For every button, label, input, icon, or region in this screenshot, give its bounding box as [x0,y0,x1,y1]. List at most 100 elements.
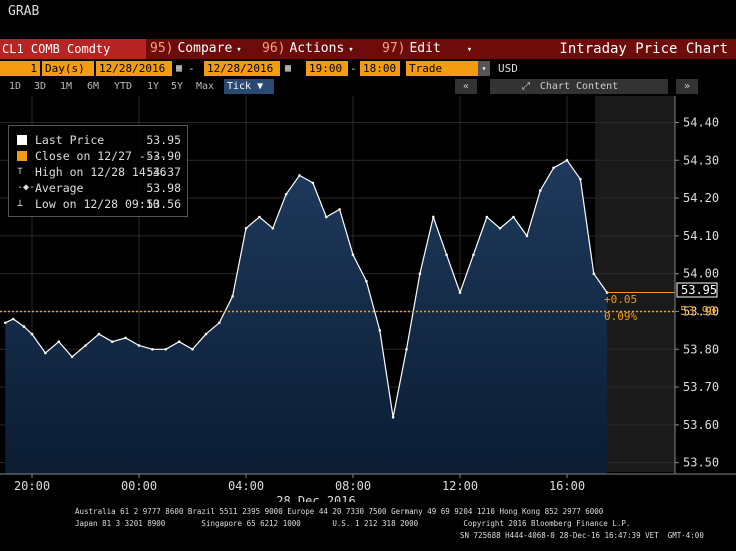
x-tick-label: 20:00 [14,479,50,493]
calendar-icon[interactable]: ▦ [175,63,183,74]
menu-bar: CL1 COMB Comdty 95) Compare ▾ 96) Actions ▾ … [0,39,736,59]
tick-select[interactable]: Tick ▼ [224,79,274,94]
x-tick-label: 16:00 [549,479,585,493]
edit-menu[interactable]: 97) Edit ▾ [382,39,472,59]
range-button-1y[interactable]: 1Y [147,81,160,92]
range-button-6m[interactable]: 6M [87,81,100,92]
price-line-path [5,159,608,418]
actions-menu-number: 96) [262,41,286,56]
change-abs-label: +0.05 [604,293,637,306]
range-button-1m[interactable]: 1M [60,81,73,92]
footer-line-1: Australia 61 2 9777 8600 Brazil 5511 239… [75,507,604,516]
legend-label: Last Price [35,133,105,147]
y-tick-label: 54.30 [683,153,719,167]
y-tick-label: 54.40 [683,115,719,129]
settings-bar: 1 Day(s) 12/28/2016 ▦ - 12/28/2016 ▦ 19:… [0,60,736,78]
x-tick-label: 08:00 [335,479,371,493]
page-title: Intraday Price Chart [559,41,728,57]
change-pct-label: 0.09% [604,310,637,323]
chevron-down-icon: ▾ [236,45,242,55]
legend-label: High on 12/28 14:36 [35,165,167,179]
high-marker-icon: ⊤ [17,166,24,177]
average-marker-icon: -◆- [17,182,36,193]
close-tag: 53.90 [680,304,716,318]
chart-content-label: Chart Content [539,81,619,92]
y-tick-label: 54.10 [683,229,719,243]
start-time-input[interactable]: 19:00 [306,61,348,76]
range-button-max[interactable]: Max [196,81,215,92]
low-marker-icon: ⊥ [17,198,24,209]
calendar-icon[interactable]: ▦ [284,63,292,74]
range-button-1d[interactable]: 1D [9,81,22,92]
edit-menu-number: 97) [382,41,406,56]
currency-label[interactable]: USD [498,62,518,75]
footer-line-3: SN 725688 H444-4068-0 28-Dec-16 16:47:39… [460,531,704,540]
y-tick-label: 53.90 [683,304,719,318]
field-select-value: Trade [409,62,443,75]
chart-legend[interactable]: Last Price 53.95 Close on 12/27 ---- 53.… [8,125,188,217]
legend-item-last-price: Last Price 53.95 [13,132,183,148]
range-bar: 1D 3D 1M 6M YTD 1Y 5Y Max Tick ▼ « ⤢ Char… [0,78,736,96]
legend-value: 53.98 [146,181,181,195]
actions-menu-label: Actions [289,41,345,56]
chevron-down-icon: ▾ [348,45,354,55]
price-area-fill [5,160,608,475]
collapse-left-icon[interactable]: « [455,79,477,94]
x-tick-label: 12:00 [442,479,478,493]
legend-item-high: ⊤ High on 12/28 14:36 54.37 [13,164,183,180]
period-value-input[interactable]: 1 [0,61,40,76]
x-tick-label: 00:00 [121,479,157,493]
legend-value: 53.90 [146,149,181,163]
date-separator: - [188,62,195,75]
close-reference [0,292,675,313]
footer: Australia 61 2 9777 8600 Brazil 5511 239… [0,507,736,551]
white-square-icon [17,135,27,145]
price-line [4,159,609,419]
orange-square-icon [17,151,27,161]
legend-label: Average [35,181,84,195]
legend-value: 54.37 [146,165,181,179]
range-button-3d[interactable]: 3D [34,81,47,92]
legend-value: 53.95 [146,133,181,147]
legend-value: 53.56 [146,197,181,211]
price-area [5,160,608,475]
edit-menu-label: Edit [409,41,441,56]
legend-label: Low on 12/28 09:10 [35,197,160,211]
y-axis-ticks: 54.40 54.30 54.20 54.10 54.00 53.90 53.80 53.70… [675,115,719,470]
end-time-input[interactable]: 18:00 [360,61,400,76]
expand-icon: ⤢ [522,81,530,92]
y-tick-label: 53.60 [683,418,719,432]
range-button-ytd[interactable]: YTD [114,81,133,92]
x-tick-label: 04:00 [228,479,264,493]
chevron-down-icon: ▼ [257,81,264,92]
compare-menu[interactable]: 95) Compare ▾ [150,39,242,59]
last-price-tag: 53.95 [681,283,717,297]
window-title: GRAB [8,4,40,19]
start-date-input[interactable]: 12/28/2016 [96,61,172,76]
actions-menu[interactable]: 96) Actions ▾ [262,39,354,59]
y-tick-label: 54.00 [683,267,719,281]
legend-item-low: ⊥ Low on 12/28 09:10 53.56 [13,196,183,212]
y-tick-label: 53.80 [683,342,719,356]
legend-label: Close on 12/27 ---- [35,149,167,163]
compare-menu-label: Compare [177,41,233,56]
footer-line-2: Japan 81 3 3201 8900 Singapore 65 6212 1… [75,519,631,528]
expand-right-icon[interactable]: » [676,79,698,94]
range-button-5y[interactable]: 5Y [171,81,184,92]
end-date-input[interactable]: 12/28/2016 [204,61,280,76]
legend-item-close: Close on 12/27 ---- 53.90 [13,148,183,164]
chevron-down-icon: ▾ [466,45,473,55]
tick-select-label: Tick [227,81,252,92]
ticker-field[interactable]: CL1 COMB Comdty [0,39,146,59]
future-region [595,96,675,472]
time-separator: - [350,62,357,75]
chevron-down-icon: ▾ [478,61,490,76]
y-tick-label: 53.50 [683,456,719,470]
x-axis-date-label: 28 Dec 2016 [276,494,355,502]
period-unit-select[interactable]: Day(s) [42,61,94,76]
y-tick-label: 54.20 [683,191,719,205]
y-tick-label: 53.70 [683,380,719,394]
chart-content-button[interactable]: ⤢ Chart Content [490,79,668,94]
compare-menu-number: 95) [150,41,174,56]
field-select[interactable]: Trade ▾ [406,61,490,76]
